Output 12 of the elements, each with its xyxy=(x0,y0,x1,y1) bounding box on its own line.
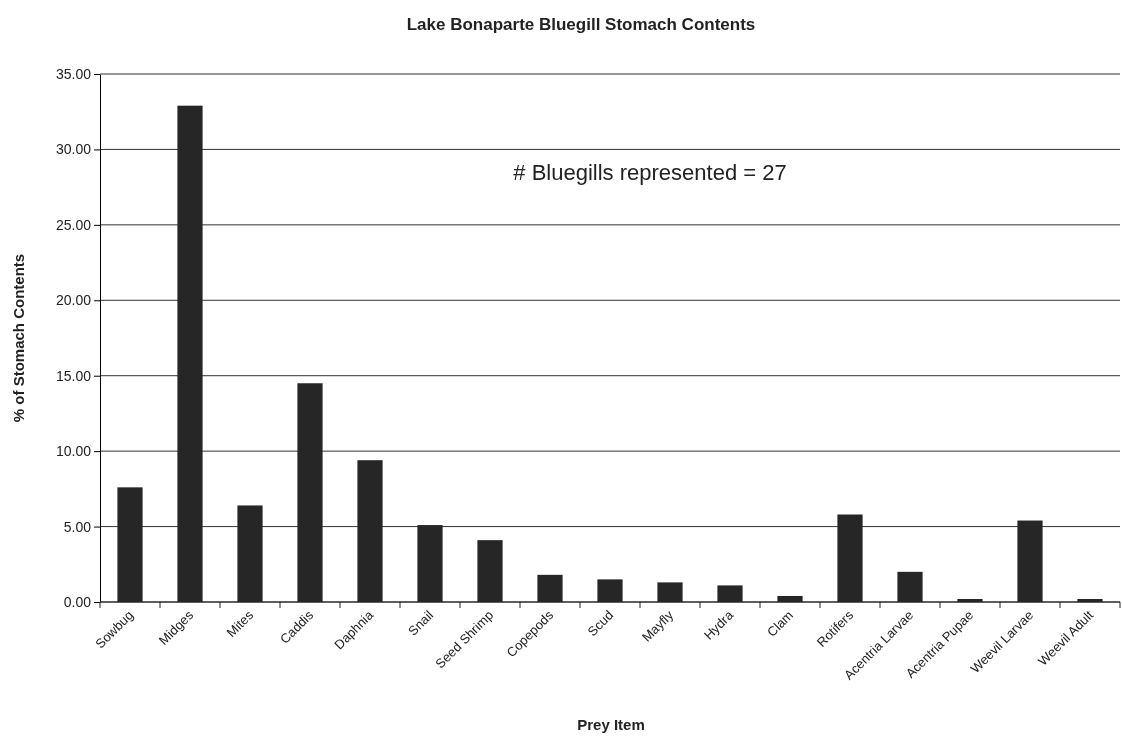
y-tick-label: 15.00 xyxy=(55,367,92,384)
annotation: # Bluegills represented = 27 xyxy=(513,159,787,185)
chart-title: Lake Bonaparte Bluegill Stomach Contents xyxy=(406,15,756,34)
y-tick-label: 20.00 xyxy=(55,292,92,309)
y-tick-label: 25.00 xyxy=(55,216,92,233)
y-tick-label: 0.00 xyxy=(63,593,92,610)
x-axis-title: Prey Item xyxy=(577,716,645,733)
y-tick-label: 5.00 xyxy=(63,518,92,535)
y-tick-label: 30.00 xyxy=(55,141,92,158)
y-tick-label: 35.00 xyxy=(55,65,92,82)
y-axis-title: % of Stomach Contents xyxy=(10,253,27,423)
y-tick-label: 10.00 xyxy=(55,443,92,460)
